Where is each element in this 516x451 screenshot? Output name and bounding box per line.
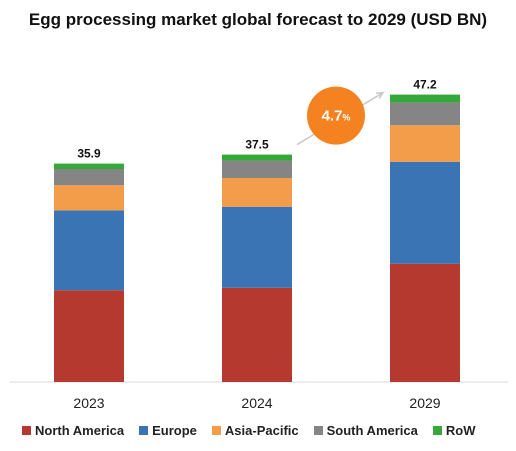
x-tick-label-2029: 2029 bbox=[409, 395, 440, 411]
cagr-badge bbox=[307, 86, 365, 145]
legend-item-asia-pacific: Asia-Pacific bbox=[211, 423, 299, 438]
legend-label-row: RoW bbox=[445, 423, 476, 438]
legend-label-south-america: South America bbox=[326, 423, 418, 438]
bar-2029-north-america bbox=[390, 263, 460, 382]
bar-2024-row bbox=[222, 154, 292, 161]
total-label-2024: 37.5 bbox=[245, 138, 269, 152]
bar-2023-north-america bbox=[54, 290, 124, 382]
legend-item-europe: Europe bbox=[139, 423, 197, 438]
bar-2029-south-america bbox=[390, 102, 460, 126]
legend-swatch-south-america bbox=[313, 426, 323, 435]
cagr-label: 4.7% bbox=[322, 108, 351, 125]
bar-2029-europe bbox=[390, 161, 460, 264]
bar-2024-asia-pacific bbox=[222, 178, 292, 207]
bar-2023-row bbox=[54, 163, 124, 169]
legend-swatch-europe bbox=[139, 426, 149, 435]
bar-2023-south-america bbox=[54, 169, 124, 186]
bar-2029-row bbox=[390, 94, 460, 103]
total-label-2023: 35.9 bbox=[77, 147, 101, 161]
legend-item-row: RoW bbox=[432, 423, 476, 438]
legend-label-asia-pacific: Asia-Pacific bbox=[224, 423, 299, 438]
legend-swatch-asia-pacific bbox=[211, 426, 221, 435]
legend-swatch-north-america bbox=[22, 426, 31, 435]
chart-title: Egg processing market global forecast to… bbox=[28, 10, 488, 29]
legend-item-south-america: South America bbox=[313, 423, 418, 438]
total-label-2029: 47.2 bbox=[413, 78, 437, 92]
bar-2023-asia-pacific bbox=[54, 185, 124, 211]
bar-2023-europe bbox=[54, 210, 124, 291]
legend-label-europe: Europe bbox=[152, 423, 197, 438]
x-tick-label-2024: 2024 bbox=[241, 395, 272, 411]
legend-item-north-america: North America bbox=[22, 423, 124, 438]
bar-2029-asia-pacific bbox=[390, 125, 460, 162]
legend-label-north-america: North America bbox=[35, 423, 125, 438]
bar-2024-europe bbox=[222, 206, 292, 288]
growth-arrow-head bbox=[375, 91, 385, 99]
legend: North America Europe Asia-Pacific South Ame… bbox=[22, 423, 475, 438]
bar-2024-north-america bbox=[222, 287, 292, 382]
x-tick-label-2023: 2023 bbox=[73, 395, 104, 411]
bar-2024-south-america bbox=[222, 160, 292, 178]
legend-swatch-row bbox=[432, 426, 442, 435]
